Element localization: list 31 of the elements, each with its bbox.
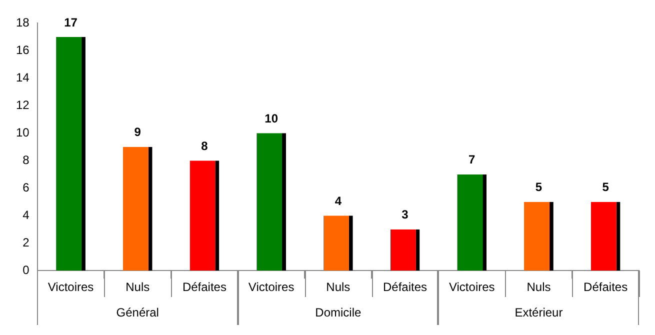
x-tick-label: Nuls [326, 280, 350, 294]
y-tick-label: 14 [16, 70, 30, 84]
x-tick-label: Défaites [182, 280, 226, 294]
x-tick-label: Victoires [248, 280, 294, 294]
y-tick-label: 0 [22, 262, 30, 277]
x-tick-label: Défaites [383, 280, 428, 294]
x-tick-label: Défaites [584, 280, 628, 294]
data-label: 5 [535, 180, 542, 194]
x-tick-label: Victoires [48, 280, 94, 294]
x-tick-label: Nuls [526, 280, 551, 294]
data-label: 5 [602, 180, 610, 194]
y-tick-label: 6 [22, 180, 30, 194]
text: Général [116, 305, 159, 320]
data-label: 9 [134, 125, 142, 140]
data-label: 8 [201, 138, 208, 153]
text: Extérieur [514, 305, 563, 320]
y-tick-label: 4 [22, 208, 30, 222]
y-tick-label: 16 [16, 43, 30, 57]
y-tick-label: 8 [22, 152, 30, 167]
y-tick-label: 2 [22, 235, 30, 250]
data-label: 7 [468, 152, 476, 167]
y-tick-label: 10 [16, 125, 30, 140]
y-tick-label: 12 [16, 98, 30, 112]
x-tick-label: Victoires [448, 280, 495, 294]
x-tick-label: Nuls [126, 280, 150, 294]
data-label: 17 [64, 15, 78, 30]
data-label: 4 [334, 194, 342, 208]
y-tick-label: 18 [16, 16, 30, 30]
text: Domicile [315, 305, 362, 320]
data-label: 3 [402, 208, 409, 222]
data-label: 10 [264, 111, 278, 126]
